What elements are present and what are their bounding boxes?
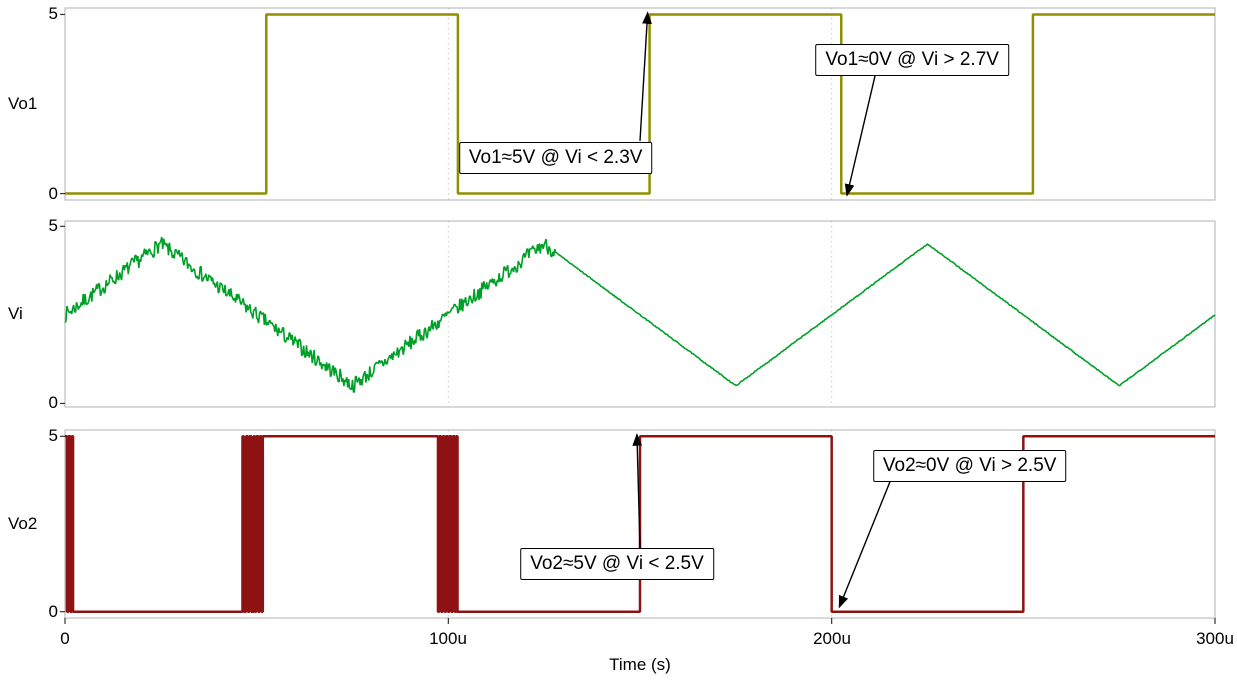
annotation-vo1-low: Vo1≈0V @ Vi > 2.7V <box>815 43 1009 76</box>
annotation-arrow <box>632 433 643 548</box>
x-tick-label-300u: 300u <box>1196 629 1234 648</box>
panel-label-vi: Vi <box>8 304 23 323</box>
y-tick-label-vo2-0: 0 <box>48 602 58 621</box>
y-tick-label-vo1-5: 5 <box>48 4 58 23</box>
annotation-arrow <box>838 481 891 609</box>
panel-border-vo2 <box>64 429 1216 619</box>
x-tick-label-0: 0 <box>60 629 70 648</box>
panel-border-vi <box>64 220 1216 408</box>
vo1-trace <box>65 13 1215 195</box>
y-tick-label-vo1-0: 0 <box>48 184 58 203</box>
annotation-arrow <box>639 11 652 141</box>
y-tick-label-vi-0: 0 <box>48 393 58 412</box>
annotation-vo2-high: Vo2≈5V @ Vi < 2.5V <box>520 547 714 580</box>
y-tick-label-vo2-5: 5 <box>48 426 58 445</box>
annotation-arrow <box>844 75 876 197</box>
x-tick-label-200u: 200u <box>813 629 851 648</box>
panel-border-vo1 <box>64 7 1216 201</box>
x-axis-title: Time (s) <box>609 655 671 674</box>
panel-label-vo1: Vo1 <box>8 94 38 113</box>
x-tick-label-100u: 100u <box>429 629 467 648</box>
vi-trace <box>64 236 1216 393</box>
annotation-vo1-high: Vo1≈5V @ Vi < 2.3V <box>458 141 653 174</box>
y-tick-label-vi-5: 5 <box>48 216 58 235</box>
annotation-vo2-low: Vo2≈0V @ Vi > 2.5V <box>872 450 1067 483</box>
panel-label-vo2: Vo2 <box>8 514 38 533</box>
vo2-trace <box>65 435 1215 613</box>
